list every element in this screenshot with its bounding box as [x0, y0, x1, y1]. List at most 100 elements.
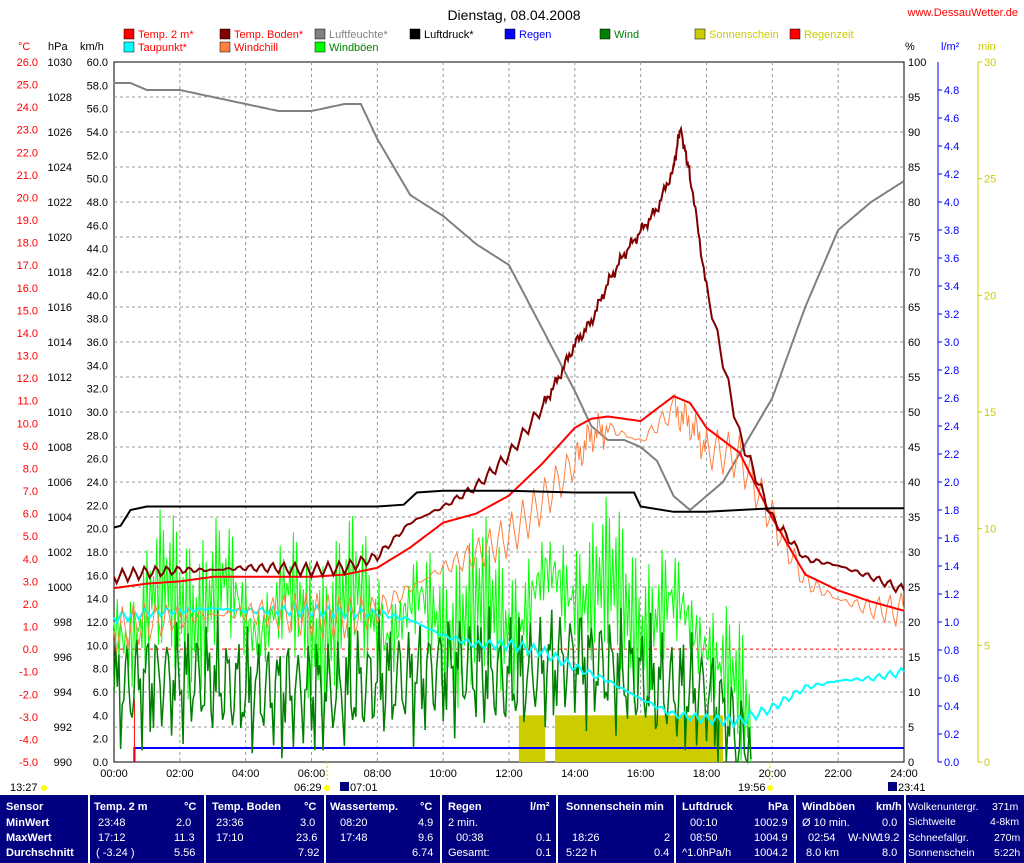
legend-label: Taupunkt*	[138, 42, 188, 54]
legend-label: Temp. 2 m*	[138, 29, 194, 41]
tick-kmh: 16.0	[87, 570, 108, 582]
tick-celsius: 16.0	[17, 283, 38, 295]
tick-time: 08:00	[364, 768, 392, 780]
legend-swatch	[123, 28, 135, 40]
stats-wasser-unit: °C	[420, 801, 433, 813]
legend-label: Luftfeuchte*	[329, 29, 388, 41]
tick-kmh: 18.0	[87, 547, 108, 559]
stats-row-avg: Durchschnitt	[6, 847, 74, 859]
tick-rain: 2.4	[944, 421, 959, 433]
tick-hpa: 1002	[48, 547, 72, 559]
tick-rain: 4.8	[944, 85, 959, 97]
tick-celsius: 15.0	[17, 305, 38, 317]
stats-boeen-mean: 8.0	[882, 847, 898, 859]
tick-kmh: 32.0	[87, 384, 108, 396]
stats-boeen: Windböen km/h Ø 10 min. 0.0 02:54 W-NW 1…	[802, 795, 902, 863]
stats-temp2m: Temp. 2 m °C 23:48 2.0 17:12 11.3 ( -3.2…	[94, 795, 200, 863]
tick-percent: 15	[908, 652, 920, 664]
tick-celsius: -2.0	[19, 689, 38, 701]
tick-percent: 80	[908, 197, 920, 209]
tick-time: 20:00	[759, 768, 787, 780]
stats-druck-min-time: 00:10	[690, 817, 718, 829]
tick-percent: 75	[908, 232, 920, 244]
tick-kmh: 44.0	[87, 244, 108, 256]
tick-time: 00:00	[100, 768, 128, 780]
tick-minutes: 10	[984, 524, 996, 536]
tick-time: 12:00	[495, 768, 523, 780]
tick-celsius: 26.0	[17, 57, 38, 69]
tick-percent: 35	[908, 512, 920, 524]
tick-celsius: 6.0	[23, 509, 38, 521]
tick-celsius: 9.0	[23, 441, 38, 453]
legend-swatch	[314, 41, 326, 53]
stats-temp2m-min-time: 23:48	[98, 817, 126, 829]
stats-boden-min-value: 3.0	[300, 817, 316, 829]
unit-rain: l/m²	[941, 41, 960, 53]
legend-swatch	[123, 41, 135, 53]
tick-hpa: 1030	[48, 57, 72, 69]
stats-temp2m-max-value: 11.3	[174, 832, 195, 844]
tick-celsius: 22.0	[17, 147, 38, 159]
stats-druck-max-value: 1004.9	[754, 832, 788, 844]
moonset-time: 23:41	[898, 782, 926, 794]
stats-wasser-min-value: 4.9	[418, 817, 434, 829]
tick-rain: 3.8	[944, 225, 959, 237]
stats-extra: Wolkenuntergr. 371m Sichtweite 4-8km Sch…	[908, 795, 1024, 863]
tick-hpa: 1016	[48, 302, 72, 314]
tick-hpa: 1028	[48, 92, 72, 104]
tick-rain: 3.4	[944, 281, 959, 293]
stats-cloud-base-label: Wolkenuntergr.	[908, 801, 979, 813]
tick-hpa: 1008	[48, 442, 72, 454]
tick-minutes: 15	[984, 407, 996, 419]
stats-sonne-avg-value: 0.4	[654, 847, 670, 859]
tick-percent: 20	[908, 617, 920, 629]
series-temp-boden	[113, 125, 905, 594]
legend-swatch	[599, 28, 611, 40]
tick-kmh: 6.0	[93, 687, 108, 699]
unit-percent: %	[905, 41, 915, 53]
tick-percent: 10	[908, 687, 920, 699]
tick-percent: 5	[908, 722, 914, 734]
tick-time: 18:00	[693, 768, 721, 780]
tick-time: 04:00	[232, 768, 260, 780]
tick-celsius: 11.0	[17, 396, 38, 408]
tick-rain: 2.8	[944, 365, 959, 377]
tick-kmh: 36.0	[87, 337, 108, 349]
stats-regen-total-label: Gesamt:	[448, 847, 490, 859]
tick-celsius: 2.0	[23, 599, 38, 611]
legend-label: Sonnenschein	[709, 29, 779, 41]
tick-kmh: 54.0	[87, 127, 108, 139]
legend-label: Wind	[614, 29, 639, 41]
site-link[interactable]: www.DessauWetter.de	[907, 7, 1018, 19]
sunset-icon	[767, 785, 773, 791]
tick-kmh: 50.0	[87, 174, 108, 186]
stats-druck: Luftdruck hPa 00:10 1002.9 08:50 1004.9 …	[682, 795, 792, 863]
tick-percent: 0	[908, 757, 914, 769]
stats-regen-title: Regen	[448, 801, 482, 813]
stats-boeen-max-value: 19.2	[878, 832, 900, 844]
stats-row-max: MaxWert	[6, 832, 52, 844]
tick-hpa: 1018	[48, 267, 72, 279]
tick-percent: 65	[908, 302, 920, 314]
tick-rain: 0.2	[944, 729, 959, 741]
tick-hpa: 1022	[48, 197, 72, 209]
tick-time: 10:00	[429, 768, 457, 780]
plot-area	[113, 82, 905, 765]
tick-hpa: 1020	[48, 232, 72, 244]
stats-boeen-avg-label: Ø 10 min.	[802, 817, 850, 829]
stats-wasser-max-value: 9.6	[418, 832, 434, 844]
sunrise2-time: 07:01	[350, 782, 378, 794]
legend-swatch	[219, 41, 231, 53]
tick-percent: 95	[908, 92, 920, 104]
chart-title: Dienstag, 08.04.2008	[447, 7, 580, 23]
tick-kmh: 12.0	[87, 617, 108, 629]
stats-divider	[440, 795, 442, 863]
stats-druck-unit: hPa	[768, 801, 789, 813]
legend-swatch	[314, 28, 326, 40]
tick-rain: 4.0	[944, 197, 959, 209]
tick-rain: 0.4	[944, 701, 959, 713]
tick-rain: 3.0	[944, 337, 959, 349]
tick-time: 14:00	[561, 768, 589, 780]
series-luftdruck	[113, 489, 904, 529]
tick-rain: 4.6	[944, 113, 959, 125]
